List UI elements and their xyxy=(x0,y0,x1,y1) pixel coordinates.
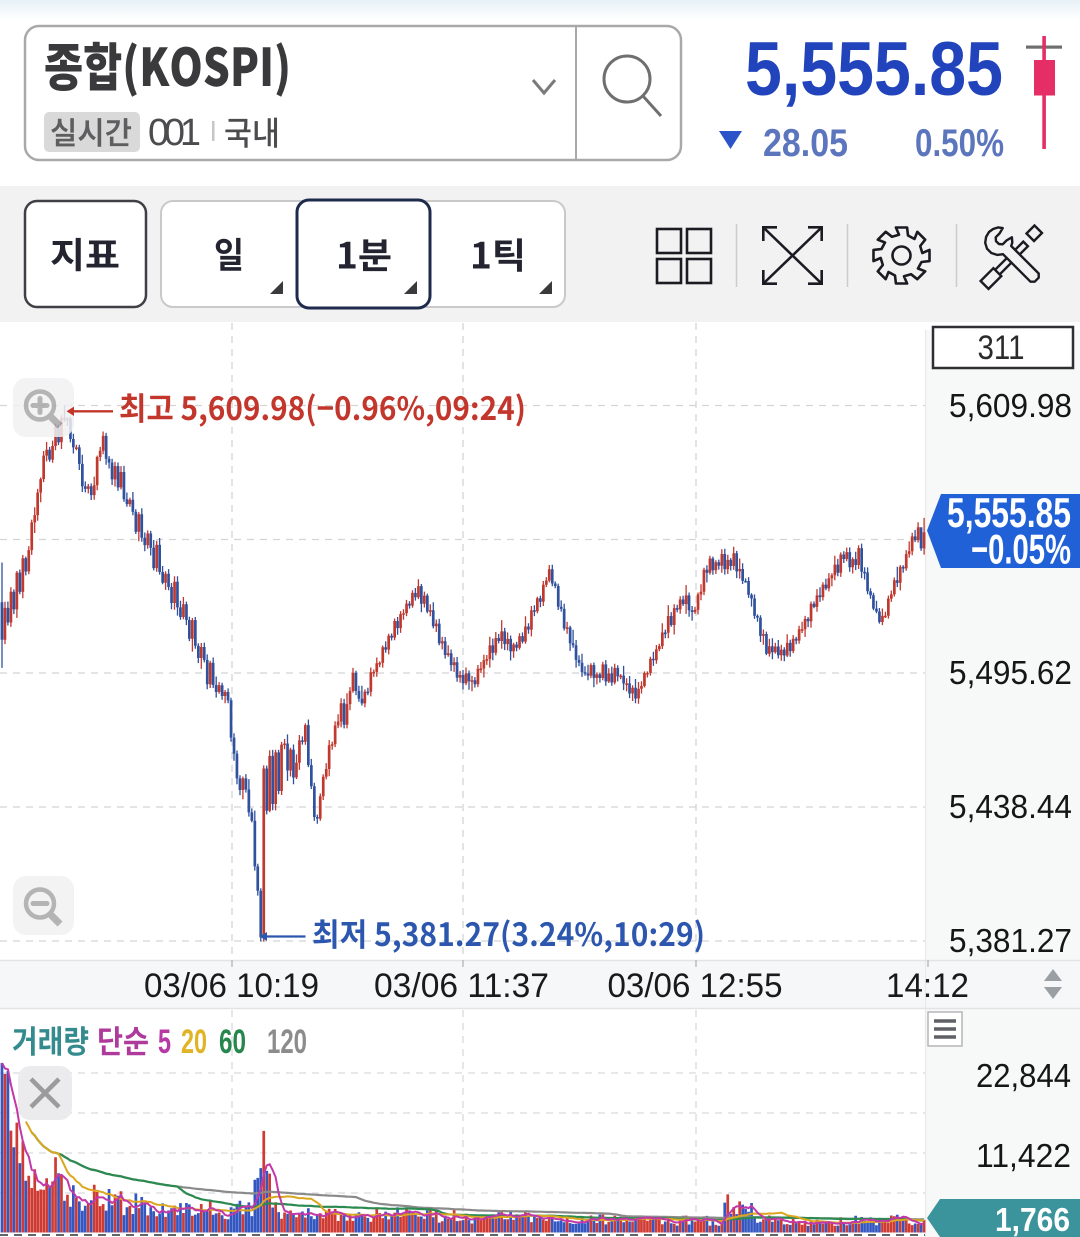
svg-text:03/06 12:55: 03/06 12:55 xyxy=(608,967,783,1005)
svg-text:5,495.62: 5,495.62 xyxy=(949,654,1072,691)
svg-text:1,766: 1,766 xyxy=(995,1201,1070,1237)
svg-text:001: 001 xyxy=(148,112,201,154)
svg-text:5,609.98: 5,609.98 xyxy=(949,387,1072,424)
svg-text:311: 311 xyxy=(978,329,1025,367)
svg-text:22,844: 22,844 xyxy=(976,1057,1071,1094)
svg-text:60: 60 xyxy=(219,1023,246,1061)
svg-text:5,381.27: 5,381.27 xyxy=(949,922,1072,959)
svg-text:20: 20 xyxy=(181,1023,207,1061)
svg-text:5,438.44: 5,438.44 xyxy=(949,788,1072,825)
svg-text:03/06 10:19: 03/06 10:19 xyxy=(144,967,319,1005)
svg-text:120: 120 xyxy=(267,1023,307,1061)
svg-text:03/06 11:37: 03/06 11:37 xyxy=(374,967,549,1005)
svg-text:5: 5 xyxy=(158,1023,171,1061)
svg-text:−0.05%: −0.05% xyxy=(971,526,1071,573)
svg-text:5,555.85: 5,555.85 xyxy=(947,489,1071,536)
svg-text:28.05: 28.05 xyxy=(763,122,848,165)
svg-text:14:12: 14:12 xyxy=(886,967,969,1005)
svg-text:0.50%: 0.50% xyxy=(915,122,1004,165)
svg-text:5,555.85: 5,555.85 xyxy=(745,27,1003,112)
svg-text:11,422: 11,422 xyxy=(976,1137,1071,1174)
